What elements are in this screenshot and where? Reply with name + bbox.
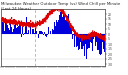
- Text: Milwaukee Weather Outdoor Temp (vs) Wind Chill per Minute (Last 24 Hours): Milwaukee Weather Outdoor Temp (vs) Wind…: [1, 2, 121, 11]
